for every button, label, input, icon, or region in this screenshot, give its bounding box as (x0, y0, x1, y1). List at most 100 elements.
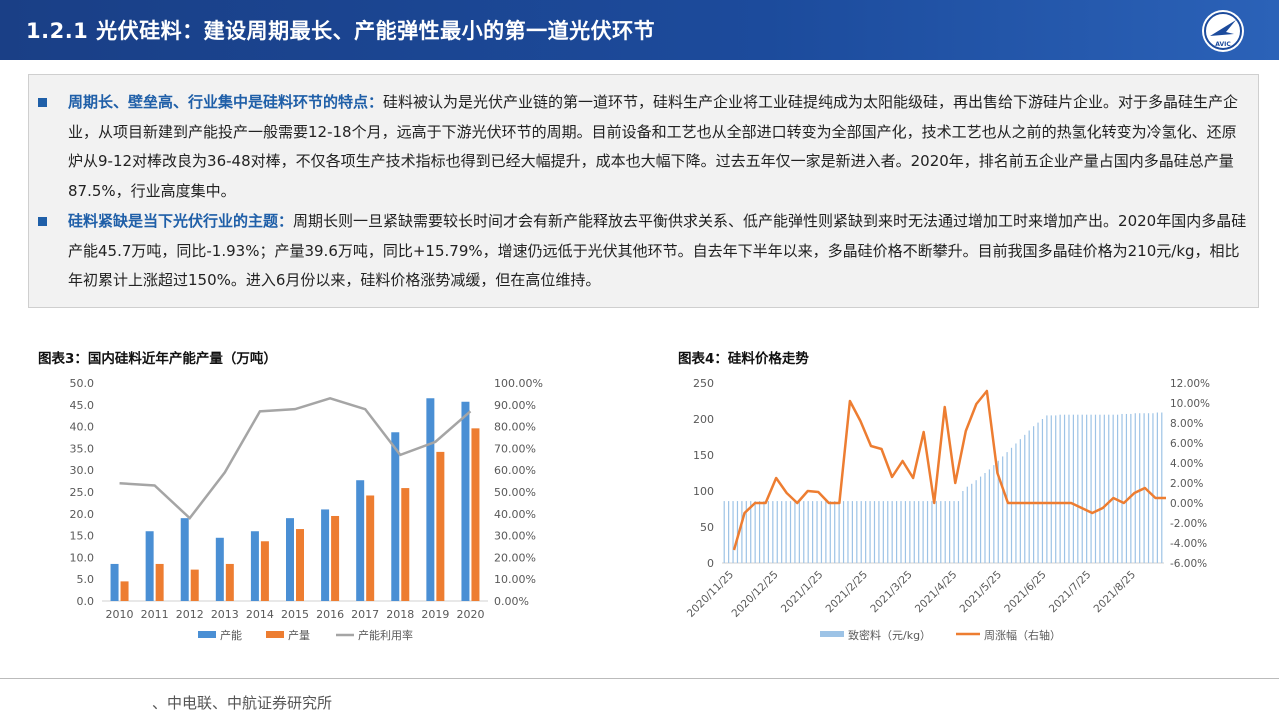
capacity-bar (286, 518, 294, 601)
price-bar (1077, 414, 1079, 563)
y2-tick-label: 10.00% (494, 573, 536, 586)
y-tick-label: 50 (700, 521, 714, 534)
price-bar (1121, 413, 1123, 563)
paragraph-2: 硅料紧缺是当下光伏行业的主题：周期长则一旦紧缺需要较长时间才会有新产能释放去平衡… (68, 207, 1248, 296)
legend-label: 产能 (220, 628, 242, 642)
paragraph-2-lead: 硅料紧缺是当下光伏行业的主题： (68, 212, 294, 230)
capacity-bar (356, 480, 365, 601)
x-tick-label: 2018 (386, 608, 414, 621)
x-tick-label: 2010 (106, 608, 134, 621)
price-bar (997, 460, 999, 563)
y-tick-label: 200 (693, 413, 714, 426)
x-tick-label: 2021/7/25 (1047, 569, 1094, 616)
price-bar (1002, 456, 1004, 563)
output-bar (120, 581, 129, 601)
price-bar (860, 501, 862, 563)
price-bar (1125, 413, 1128, 563)
price-bar (1046, 415, 1048, 563)
y2-tick-label: 10.00% (1170, 398, 1210, 410)
y-tick-label: 45.0 (70, 399, 95, 412)
price-bar (957, 501, 960, 563)
price-bar (1108, 414, 1110, 563)
paragraph-1: 周期长、壁垒高、行业集中是硅料环节的特点：硅料被认为是光伏产业链的第一道环节，硅… (68, 88, 1248, 207)
capacity-bar (461, 401, 470, 601)
price-bar (856, 501, 858, 563)
price-bar (736, 501, 739, 563)
price-bar (869, 501, 871, 563)
y2-tick-label: 60.00% (494, 464, 536, 477)
price-bar (1116, 414, 1119, 563)
legend-swatch (820, 631, 844, 637)
price-bar (1059, 414, 1061, 563)
y2-tick-label: 8.00% (1170, 418, 1203, 430)
summary-box (28, 74, 1259, 308)
legend-swatch (198, 631, 216, 638)
price-bar (1072, 414, 1074, 563)
y-tick-label: 50.0 (70, 377, 95, 390)
price-bar (918, 501, 920, 563)
legend-label: 周涨幅（右轴） (984, 628, 1061, 642)
x-tick-label: 2021/8/25 (1092, 569, 1139, 616)
logo-text: AVIC (1215, 41, 1231, 48)
price-bar (887, 501, 889, 563)
price-bar (962, 491, 964, 563)
price-bar (1094, 414, 1097, 563)
title-bar: 1.2.1 光伏硅料：建设周期最长、产能弹性最小的第一道光伏环节 AVIC (0, 0, 1279, 60)
price-bar (1156, 412, 1158, 563)
y2-tick-label: 2.00% (1170, 478, 1203, 490)
y-tick-label: 250 (693, 377, 714, 390)
x-tick-label: 2014 (246, 608, 274, 621)
capacity-bar (321, 509, 330, 601)
price-bar (944, 501, 946, 563)
price-bar (807, 501, 809, 563)
price-bar (878, 501, 880, 563)
price-bar (789, 501, 792, 563)
price-bar (1068, 414, 1070, 563)
bullet-icon (38, 217, 47, 226)
price-bar (988, 469, 991, 563)
x-tick-label: 2021/5/25 (958, 569, 1005, 616)
price-bar (922, 501, 924, 563)
y2-tick-label: 70.00% (494, 442, 536, 455)
x-tick-label: 2013 (211, 608, 239, 621)
weekly-change-line (732, 389, 1166, 551)
price-bar (1050, 415, 1052, 563)
legend-swatch (266, 631, 284, 638)
y-tick-label: 15.0 (70, 530, 95, 543)
bullet-icon (38, 98, 47, 107)
price-bar (1081, 414, 1083, 563)
price-bar (931, 501, 933, 563)
price-bar (825, 501, 827, 563)
capacity-output-chart: 0.0 5.0 10.0 15.0 20.0 25.0 30.0 35.0 40.0 45.0 50… (70, 377, 543, 642)
price-bar (820, 501, 823, 563)
x-tick-label: 2015 (281, 608, 309, 621)
right-chart-title: 图表4：硅料价格走势 (678, 351, 809, 367)
output-bar (331, 515, 340, 601)
capacity-bar (250, 531, 259, 601)
price-bar (953, 501, 955, 563)
y2-tick-label: 6.00% (1170, 438, 1203, 450)
price-bar (776, 501, 778, 563)
price-bar (1037, 422, 1039, 563)
avic-logo-icon: AVIC (1202, 10, 1244, 52)
output-bar (366, 495, 375, 601)
y2-tick-label: -4.00% (1170, 538, 1207, 550)
price-bar (1147, 413, 1150, 563)
price-bar (971, 483, 973, 563)
price-bar (754, 501, 756, 563)
y-tick-label: 10.0 (70, 551, 95, 564)
price-bar (1161, 412, 1163, 563)
price-bar (904, 501, 907, 563)
y-tick-label: 25.0 (70, 486, 95, 499)
y-tick-label: 35.0 (70, 442, 95, 455)
page-title: 1.2.1 光伏硅料：建设周期最长、产能弹性最小的第一道光伏环节 (26, 19, 656, 43)
y2-tick-label: 0.00% (1170, 498, 1203, 510)
price-bar (1010, 447, 1013, 563)
price-bar (1099, 414, 1101, 563)
price-bar (1019, 439, 1021, 563)
left-chart-title: 图表3：国内硅料近年产能产量（万吨） (38, 351, 277, 367)
price-bar (979, 476, 982, 563)
price-bar (891, 501, 893, 563)
output-bar (260, 541, 269, 601)
price-bar (745, 501, 747, 563)
